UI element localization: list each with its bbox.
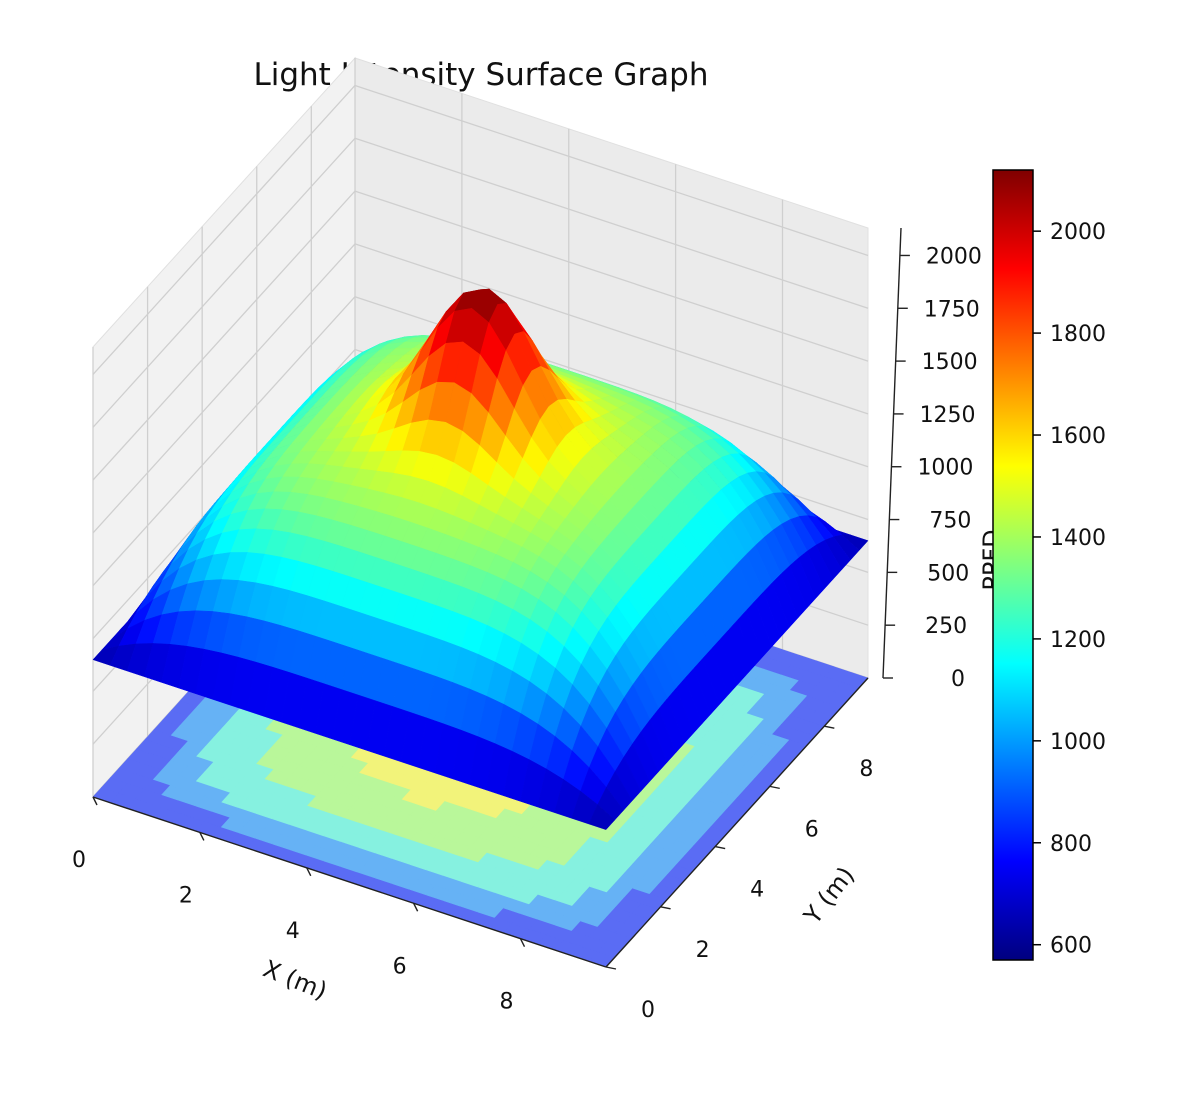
colorbar-tick-label: 1200	[1050, 628, 1106, 653]
x-tick-label: 4	[286, 919, 300, 944]
z-tick-label: 250	[925, 614, 967, 639]
colorbar-gradient	[992, 169, 1034, 961]
colorbar-tick-label: 1800	[1050, 322, 1106, 347]
z-tick-label: 500	[927, 561, 969, 586]
x-tick-label: 6	[393, 954, 407, 979]
y-tick-label: 0	[641, 998, 655, 1023]
x-tick-label: 2	[179, 883, 193, 908]
colorbar-tick-label: 600	[1050, 934, 1092, 959]
y-tick	[605, 966, 617, 970]
x-axis-label: X (m)	[259, 955, 331, 1006]
z-axis-line	[882, 227, 902, 679]
x-tick	[519, 938, 526, 947]
x-tick	[306, 867, 312, 877]
colorbar-tick-label: 1400	[1050, 526, 1106, 551]
x-tick	[199, 832, 205, 841]
x-tick	[412, 902, 419, 912]
z-tick-label: 1500	[922, 350, 978, 375]
colorbar-tick-label: 800	[1050, 832, 1092, 857]
y-tick-label: 6	[805, 817, 819, 842]
chart-title: Light Intensity Surface Graph	[253, 57, 708, 93]
y-tick	[660, 906, 671, 910]
colorbar-tick-label: 1600	[1050, 424, 1106, 449]
z-tick-label: 2000	[926, 244, 982, 269]
z-tick-label: 1750	[924, 297, 980, 322]
axes-ticks: 0 2 4 6 8 0 2 4 6 8 0 250 500 750 1000 1250 1500 1750 2000	[72, 227, 982, 1023]
y-tick	[824, 725, 835, 729]
z-tick-label: 750	[929, 509, 971, 534]
surface-cell	[588, 804, 616, 830]
z-tick-label: 0	[951, 667, 965, 692]
z-tick-label: 1000	[917, 456, 973, 481]
y-tick-label: 8	[859, 757, 873, 782]
x-tick	[92, 796, 98, 806]
colorbar: 600 800 1000 1200 1400 1600 1800 2000	[992, 169, 1106, 961]
y-axis-label: Y (m)	[798, 861, 860, 930]
colorbar-tick-label: 1000	[1050, 730, 1106, 755]
y-tick	[715, 845, 726, 850]
y-tick	[769, 785, 780, 790]
y-tick-label: 2	[696, 938, 710, 963]
y-tick-label: 4	[750, 878, 764, 903]
x-tick-label: 0	[72, 848, 86, 873]
surface-mesh	[92, 288, 869, 830]
z-tick-label: 1250	[920, 403, 976, 428]
colorbar-tick-label: 2000	[1050, 220, 1106, 245]
x-tick-label: 8	[500, 990, 514, 1015]
